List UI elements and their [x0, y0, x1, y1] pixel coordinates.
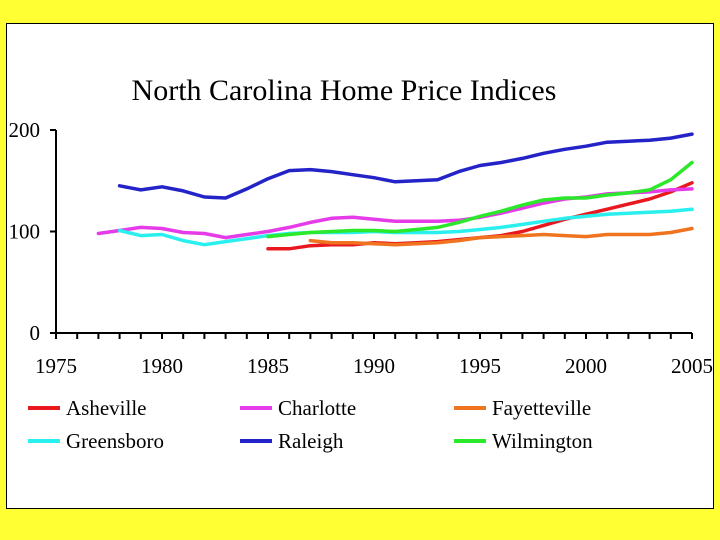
y-tick-label: 100 — [9, 220, 41, 244]
legend: Asheville Charlotte Fayetteville Greensboro… — [28, 396, 593, 453]
x-tick-label: 1975 — [35, 354, 77, 378]
x-tick-label: 1995 — [459, 354, 501, 378]
legend-label-fayetteville: Fayetteville — [492, 396, 591, 420]
legend-label-raleigh: Raleigh — [278, 429, 344, 453]
y-tick-label: 0 — [30, 321, 41, 345]
series-lines — [96, 132, 694, 251]
series-line-fayetteville — [308, 226, 694, 247]
series-line-wilmington — [266, 160, 694, 239]
x-tick-label: 1980 — [141, 354, 183, 378]
x-tick-label: 1985 — [247, 354, 289, 378]
legend-label-wilmington: Wilmington — [492, 429, 593, 453]
legend-label-greensboro: Greensboro — [66, 429, 164, 453]
x-ticks: 1975 1980 1985 1990 1995 2000 2005 — [35, 333, 713, 378]
x-tick-label: 2000 — [565, 354, 607, 378]
series-line-greensboro — [117, 207, 694, 247]
series-line-raleigh — [117, 132, 694, 200]
legend-label-asheville: Asheville — [66, 396, 146, 420]
y-ticks: 0 100 200 — [9, 118, 56, 345]
x-tick-label: 1990 — [353, 354, 395, 378]
axes: 0 100 200 1975 1980 1985 1990 1995 2000 2005 — [9, 118, 714, 378]
chart-title: North Carolina Home Price Indices — [132, 74, 557, 107]
chart-panel — [6, 23, 714, 509]
x-tick-label: 2005 — [671, 354, 713, 378]
y-tick-label: 200 — [9, 118, 41, 142]
legend-label-charlotte: Charlotte — [278, 396, 356, 420]
